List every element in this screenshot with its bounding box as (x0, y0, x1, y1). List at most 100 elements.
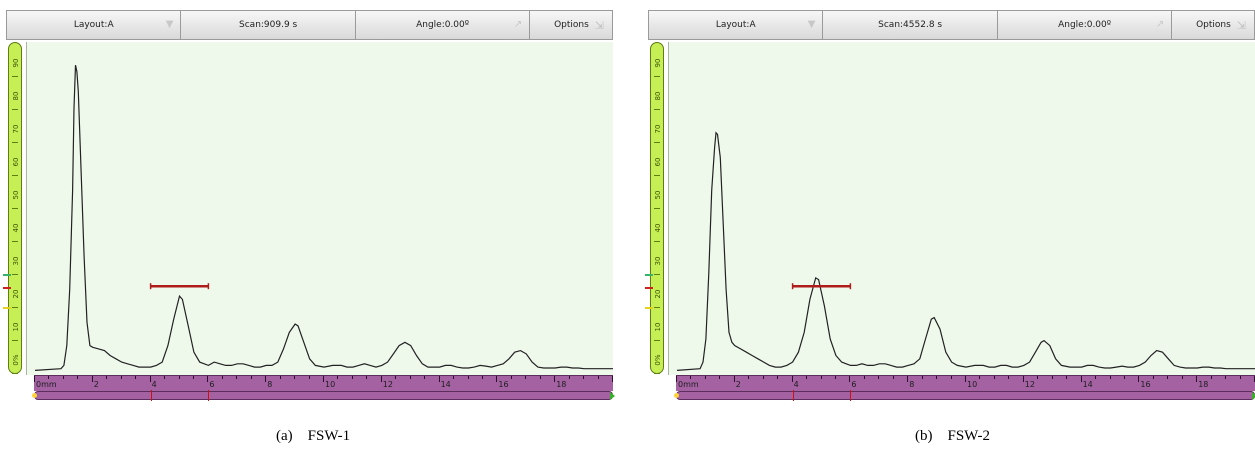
scan-readout[interactable]: Scan:909.9 s (181, 11, 356, 39)
x-tick-label: 12 (1024, 380, 1035, 389)
x-tick (1022, 376, 1024, 382)
gate-position-mark[interactable] (150, 390, 152, 401)
y-tick (12, 76, 18, 77)
x-tick-label: 18 (1198, 380, 1209, 389)
angle-label: Angle:0.00º (1058, 20, 1112, 30)
y-tick-label: 30 (654, 256, 662, 266)
x-tick (863, 376, 865, 379)
ascan-plot[interactable] (668, 42, 1255, 375)
angle-readout[interactable]: Angle:0.00º ↗ (998, 11, 1173, 39)
x-tick (1239, 376, 1241, 379)
x-tick-label: 8 (267, 380, 273, 389)
angle-label: Angle:0.00º (416, 20, 470, 30)
x-tick (438, 376, 440, 382)
x-tick (207, 376, 209, 382)
x-tick (806, 376, 808, 379)
x-tick (733, 376, 735, 382)
x-tick (690, 376, 692, 379)
y-tick-label: 70 (654, 124, 662, 134)
x-tick (554, 376, 556, 382)
y-tick (654, 175, 660, 176)
angle-readout[interactable]: Angle:0.00º ↗ (356, 11, 531, 39)
x-tick (120, 376, 122, 379)
axis-level-marker[interactable] (645, 307, 653, 309)
x-tick (1080, 376, 1082, 382)
scroll-end-handle[interactable] (1252, 392, 1255, 400)
axis-level-marker[interactable] (3, 307, 11, 309)
options-label: Options (554, 20, 589, 30)
axis-level-marker[interactable] (3, 287, 11, 290)
edit-icon: ↗ (1155, 19, 1165, 30)
x-tick (164, 376, 166, 379)
x-tick (250, 376, 252, 379)
y-tick-label: 40 (654, 223, 662, 233)
y-tick-label: 0% (12, 354, 20, 366)
y-tick (12, 175, 18, 176)
y-tick-label: 70 (12, 124, 20, 134)
amplitude-axis[interactable]: 0% 10 20 30 40 50 60 70 80 90 (3, 42, 22, 374)
x-tick (481, 376, 483, 379)
y-tick (654, 241, 660, 242)
x-tick (878, 376, 880, 379)
x-tick (820, 376, 822, 379)
axis-level-marker[interactable] (645, 287, 653, 290)
dropdown-arrow-icon: ▼ (165, 19, 174, 30)
x-tick (921, 376, 923, 379)
y-tick (654, 208, 660, 209)
layout-selector[interactable]: Layout:A ▼ (649, 11, 824, 39)
x-tick (409, 376, 411, 379)
scroll-start-handle[interactable] (32, 393, 37, 398)
depth-scrollbar[interactable] (32, 390, 615, 401)
x-tick (236, 376, 238, 379)
scroll-start-handle[interactable] (674, 393, 679, 398)
x-tick (1109, 376, 1111, 379)
depth-scrollbar[interactable] (674, 390, 1255, 401)
x-tick (351, 376, 353, 379)
scan-readout[interactable]: Scan:4552.8 s (823, 11, 998, 39)
x-tick (676, 376, 677, 382)
gate-position-mark[interactable] (792, 390, 794, 401)
x-tick (395, 376, 397, 379)
x-tick (1037, 376, 1039, 379)
signal-trace (34, 64, 613, 371)
options-button[interactable]: Options ⇲ (530, 11, 612, 39)
x-tick (496, 376, 498, 382)
amplitude-axis[interactable]: 0% 10 20 30 40 50 60 70 80 90 (645, 42, 664, 374)
y-tick (12, 109, 18, 110)
y-tick-label: 10 (12, 322, 20, 332)
y-tick (12, 241, 18, 242)
ascan-plot[interactable] (26, 42, 613, 375)
x-tick-label: 2 (93, 380, 99, 389)
axis-level-marker[interactable] (645, 274, 653, 276)
x-tick (91, 376, 93, 382)
x-tick-label: 2 (735, 380, 741, 389)
gate-position-mark[interactable] (850, 390, 852, 401)
scroll-end-handle[interactable] (610, 392, 615, 400)
x-tick-label: 8 (909, 380, 915, 389)
y-tick-label: 20 (654, 289, 662, 299)
x-tick (77, 376, 79, 379)
y-tick (12, 142, 18, 143)
x-tick (568, 376, 570, 379)
axis-level-marker[interactable] (3, 274, 11, 276)
x-tick-label: 14 (440, 380, 451, 389)
gate-position-mark[interactable] (208, 390, 210, 401)
x-tick (719, 376, 721, 379)
options-button[interactable]: Options ⇲ (1172, 11, 1254, 39)
x-tick (279, 376, 281, 379)
x-tick (1008, 376, 1010, 379)
x-tick (525, 376, 527, 379)
depth-ruler[interactable]: 0mm 2 4 6 8 10 12 14 16 18 (34, 375, 613, 391)
y-tick-label: 10 (654, 322, 662, 332)
caption-b: (b) FSW-2 (915, 428, 990, 445)
y-tick-label: 90 (654, 58, 662, 68)
depth-ruler[interactable]: 0mm 2 4 6 8 10 12 14 16 18 (676, 375, 1255, 391)
x-tick (265, 376, 267, 382)
x-tick (979, 376, 981, 379)
caption-name: FSW-2 (947, 428, 991, 444)
x-tick (380, 376, 382, 382)
dropdown-arrow-icon: ▼ (807, 19, 816, 30)
x-tick (308, 376, 310, 379)
x-tick (762, 376, 764, 379)
layout-selector[interactable]: Layout:A ▼ (7, 11, 182, 39)
